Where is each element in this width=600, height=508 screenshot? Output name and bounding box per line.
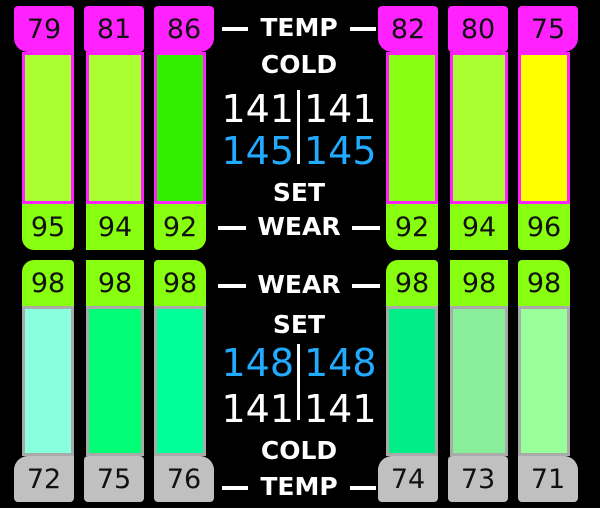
rear-tire-4-wear: 98	[386, 260, 438, 306]
wear-value: 96	[526, 211, 562, 243]
front-tire-3-temp: 86	[154, 6, 214, 52]
front-tire-3-wear: 92	[154, 204, 206, 250]
rear-pressure-divider	[297, 344, 300, 420]
rear-tire-3-temp: 76	[154, 456, 214, 502]
temp-value: 74	[390, 463, 426, 495]
front-set-pressure-left: 145	[221, 129, 294, 173]
temp-value: 75	[530, 13, 566, 45]
front-set-label: SET	[272, 178, 326, 207]
front-set-pressure-right: 145	[304, 129, 377, 173]
front-temp-dash-left	[222, 27, 248, 31]
rear-tire-2-wear: 98	[86, 260, 144, 306]
temp-value: 82	[390, 13, 426, 45]
wear-value: 94	[97, 211, 133, 243]
rear-tire-3-wear: 98	[154, 260, 206, 306]
front-cold-pressure-right: 141	[304, 87, 377, 131]
rear-wear-label: WEAR	[257, 270, 341, 299]
wear-value: 98	[526, 267, 562, 299]
front-tire-4-wear: 92	[386, 204, 438, 250]
rear-tire-4-bar	[386, 306, 438, 456]
front-tire-6-bar	[518, 52, 570, 204]
front-tire-4-bar	[386, 52, 438, 204]
rear-wear-dash-right	[352, 284, 380, 288]
rear-wear-dash-left	[218, 284, 246, 288]
front-tire-6-temp: 75	[518, 6, 578, 52]
rear-tire-2-temp: 75	[84, 456, 144, 502]
front-tire-6-wear: 96	[518, 204, 570, 250]
front-cold-label: COLD	[260, 50, 338, 79]
front-wear-dash-left	[218, 226, 246, 230]
temp-value: 79	[26, 13, 62, 45]
front-temp-label: TEMP	[260, 13, 338, 42]
rear-tire-1-temp: 72	[14, 456, 74, 502]
front-tire-3-bar	[154, 52, 206, 204]
front-tire-1-bar	[22, 52, 74, 204]
rear-cold-label: COLD	[260, 436, 338, 465]
wear-value: 92	[162, 211, 198, 243]
front-temp-dash-right	[350, 27, 376, 31]
temp-value: 71	[530, 463, 566, 495]
front-tire-5-wear: 94	[450, 204, 508, 250]
rear-set-pressure-right: 148	[304, 341, 377, 385]
rear-temp-dash-right	[350, 486, 376, 490]
front-cold-pressure-left: 141	[221, 87, 294, 131]
rear-tire-2-bar	[86, 306, 144, 456]
temp-value: 81	[96, 13, 132, 45]
rear-tire-5-temp: 73	[448, 456, 508, 502]
front-pressure-divider	[297, 90, 300, 164]
front-tire-5-bar	[450, 52, 508, 204]
temp-value: 86	[166, 13, 202, 45]
front-wear-dash-right	[352, 226, 380, 230]
rear-tire-6-bar	[518, 306, 570, 456]
wear-value: 94	[461, 211, 497, 243]
temp-value: 72	[26, 463, 62, 495]
rear-set-label: SET	[272, 310, 326, 339]
front-tire-2-wear: 94	[86, 204, 144, 250]
wear-value: 98	[97, 267, 133, 299]
rear-tire-5-bar	[450, 306, 508, 456]
front-wear-label: WEAR	[257, 212, 341, 241]
wear-value: 95	[30, 211, 66, 243]
rear-tire-3-bar	[154, 306, 206, 456]
front-tire-4-temp: 82	[378, 6, 438, 52]
wear-value: 92	[394, 211, 430, 243]
temp-value: 80	[460, 13, 496, 45]
front-tire-1-temp: 79	[14, 6, 74, 52]
rear-tire-1-wear: 98	[22, 260, 74, 306]
rear-set-pressure-left: 148	[221, 341, 294, 385]
rear-tire-5-wear: 98	[450, 260, 508, 306]
temp-value: 75	[96, 463, 132, 495]
rear-tire-6-temp: 71	[518, 456, 578, 502]
front-tire-5-temp: 80	[448, 6, 508, 52]
front-tire-2-temp: 81	[84, 6, 144, 52]
wear-value: 98	[162, 267, 198, 299]
temp-value: 73	[460, 463, 496, 495]
front-tire-2-bar	[86, 52, 144, 204]
rear-cold-pressure-left: 141	[221, 387, 294, 431]
front-tire-1-wear: 95	[22, 204, 74, 250]
wear-value: 98	[461, 267, 497, 299]
rear-temp-dash-left	[222, 486, 248, 490]
rear-tire-6-wear: 98	[518, 260, 570, 306]
wear-value: 98	[394, 267, 430, 299]
rear-tire-4-temp: 74	[378, 456, 438, 502]
rear-cold-pressure-right: 141	[304, 387, 377, 431]
wear-value: 98	[30, 267, 66, 299]
temp-value: 76	[166, 463, 202, 495]
rear-temp-label: TEMP	[260, 472, 338, 501]
rear-tire-1-bar	[22, 306, 74, 456]
